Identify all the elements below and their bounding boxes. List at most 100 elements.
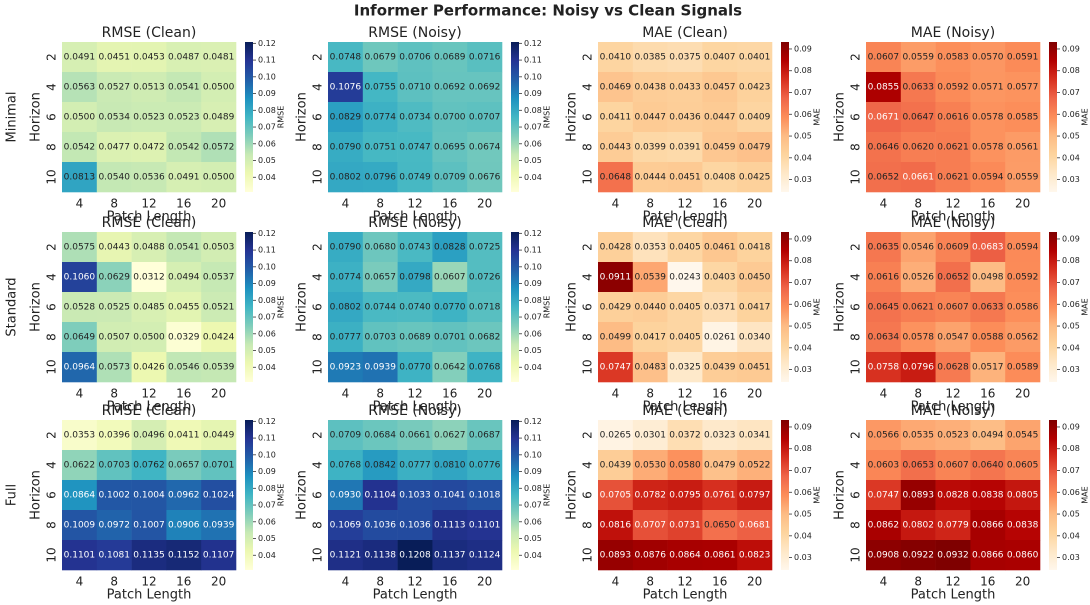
cell-label: 0.0526 — [902, 273, 934, 283]
chart-title: MAE (Clean) — [642, 25, 728, 41]
heatmap-cell — [598, 540, 634, 571]
heatmap-cell — [62, 480, 98, 511]
y-tick-label: 6 — [45, 113, 59, 121]
y-axis-label: Horizon — [565, 470, 580, 520]
y-tick-label: 6 — [311, 113, 325, 121]
cell-label: 0.1033 — [399, 491, 431, 501]
heatmap-cell — [598, 162, 634, 193]
chart-title: RMSE (Noisy) — [368, 215, 461, 231]
heatmap-cell — [328, 420, 364, 451]
heatmap-cell — [737, 232, 773, 263]
heatmap-cell — [866, 510, 902, 541]
x-axis-label: Patch Length — [911, 210, 996, 225]
heatmap-cell — [702, 450, 738, 481]
chart-title: MAE (Clean) — [642, 403, 728, 419]
heatmap-cell — [737, 352, 773, 383]
heatmap-cell — [432, 322, 468, 353]
cell-label: 0.0578 — [972, 113, 1004, 123]
cell-label: 0.0640 — [972, 461, 1004, 471]
heatmap-cell — [201, 540, 237, 571]
heatmap-cell — [866, 72, 902, 103]
cell-label: 0.0710 — [399, 83, 431, 93]
cell-label: 0.0594 — [972, 173, 1004, 183]
cell-label: 0.0816 — [600, 521, 632, 531]
x-axis-label: Patch Length — [107, 588, 192, 603]
cell-label: 0.0762 — [133, 461, 165, 471]
heatmap-cell — [1005, 540, 1041, 571]
cell-label: 0.0607 — [868, 53, 900, 63]
cell-label: 0.0577 — [1007, 83, 1039, 93]
cell-label: 0.0684 — [364, 431, 396, 441]
cell-label: 0.0385 — [634, 53, 666, 63]
colorbar-tick-label: 0.09 — [794, 234, 812, 243]
heatmap-cell — [1005, 510, 1041, 541]
cell-label: 0.0709 — [434, 173, 466, 183]
heatmap-cell — [866, 162, 902, 193]
cell-label: 0.0855 — [868, 83, 900, 93]
heatmap-cell — [970, 420, 1006, 451]
cell-label: 0.1076 — [330, 83, 362, 93]
heatmap-cell — [632, 102, 668, 133]
x-axis-label: Patch Length — [107, 400, 192, 415]
colorbar-tick-label: 0.08 — [258, 296, 276, 305]
cell-label: 0.0657 — [364, 273, 396, 283]
heatmap-cell — [362, 540, 398, 571]
heatmap-cell — [667, 352, 703, 383]
heatmap-cell — [328, 102, 364, 133]
heatmap-cell — [397, 292, 433, 323]
x-tick-label: 20 — [211, 387, 226, 401]
heatmap-cell — [900, 322, 936, 353]
x-tick-label: 20 — [477, 197, 492, 211]
cell-label: 0.0607 — [937, 461, 969, 471]
colorbar-tick-label: 0.06 — [258, 139, 276, 148]
cell-label: 0.0447 — [634, 113, 666, 123]
cell-label: 0.0747 — [399, 143, 431, 153]
cell-label: 0.0399 — [634, 143, 666, 153]
cell-label: 0.0453 — [133, 53, 165, 63]
x-tick-label: 16 — [442, 387, 457, 401]
heatmap-cell — [397, 162, 433, 193]
colorbar-tick-label: 0.07 — [258, 313, 276, 322]
heatmap-cell — [62, 42, 98, 73]
chart-title: MAE (Noisy) — [911, 403, 995, 419]
cell-label: 0.0862 — [868, 521, 900, 531]
cell-label: 0.0439 — [704, 363, 736, 373]
cell-label: 0.1208 — [399, 551, 431, 561]
y-axis-label: Horizon — [833, 282, 848, 332]
heatmap-cell — [1005, 232, 1041, 263]
cell-label: 0.0707 — [469, 113, 501, 123]
cell-label: 0.1138 — [364, 551, 396, 561]
heatmap-cell — [737, 262, 773, 293]
y-axis-label: Horizon — [833, 92, 848, 142]
cell-label: 0.0802 — [330, 303, 362, 313]
heatmap-cell — [1005, 102, 1041, 133]
x-tick-label: 20 — [747, 197, 762, 211]
cell-label: 0.0797 — [739, 491, 771, 501]
x-tick-label: 12 — [141, 197, 156, 211]
heatmap-cell — [632, 420, 668, 451]
colorbar — [1049, 232, 1057, 382]
heatmap-cell — [131, 72, 167, 103]
x-tick-label: 4 — [880, 197, 888, 211]
heatmap-cell — [166, 352, 202, 383]
heatmap-cell — [632, 42, 668, 73]
heatmap-cell — [201, 232, 237, 263]
y-tick-label: 6 — [581, 491, 595, 499]
heatmap-cell — [432, 102, 468, 133]
heatmap-cell — [935, 292, 971, 323]
y-tick-label: 2 — [45, 431, 59, 439]
cell-label: 0.0864 — [669, 551, 701, 561]
cell-label: 0.0479 — [704, 461, 736, 471]
heatmap-cell — [1005, 480, 1041, 511]
x-tick-label: 8 — [914, 575, 922, 589]
colorbar-tick-label: 0.09 — [258, 279, 276, 288]
heatmap-cell — [432, 132, 468, 163]
y-tick-label: 8 — [581, 521, 595, 529]
heatmap-cell — [131, 292, 167, 323]
heatmap-cell — [62, 420, 98, 451]
cell-label: 0.1107 — [203, 551, 235, 561]
heatmap-cell — [131, 420, 167, 451]
cell-label: 0.0329 — [168, 333, 200, 343]
heatmap-cell — [598, 102, 634, 133]
cell-label: 0.0455 — [168, 303, 200, 313]
